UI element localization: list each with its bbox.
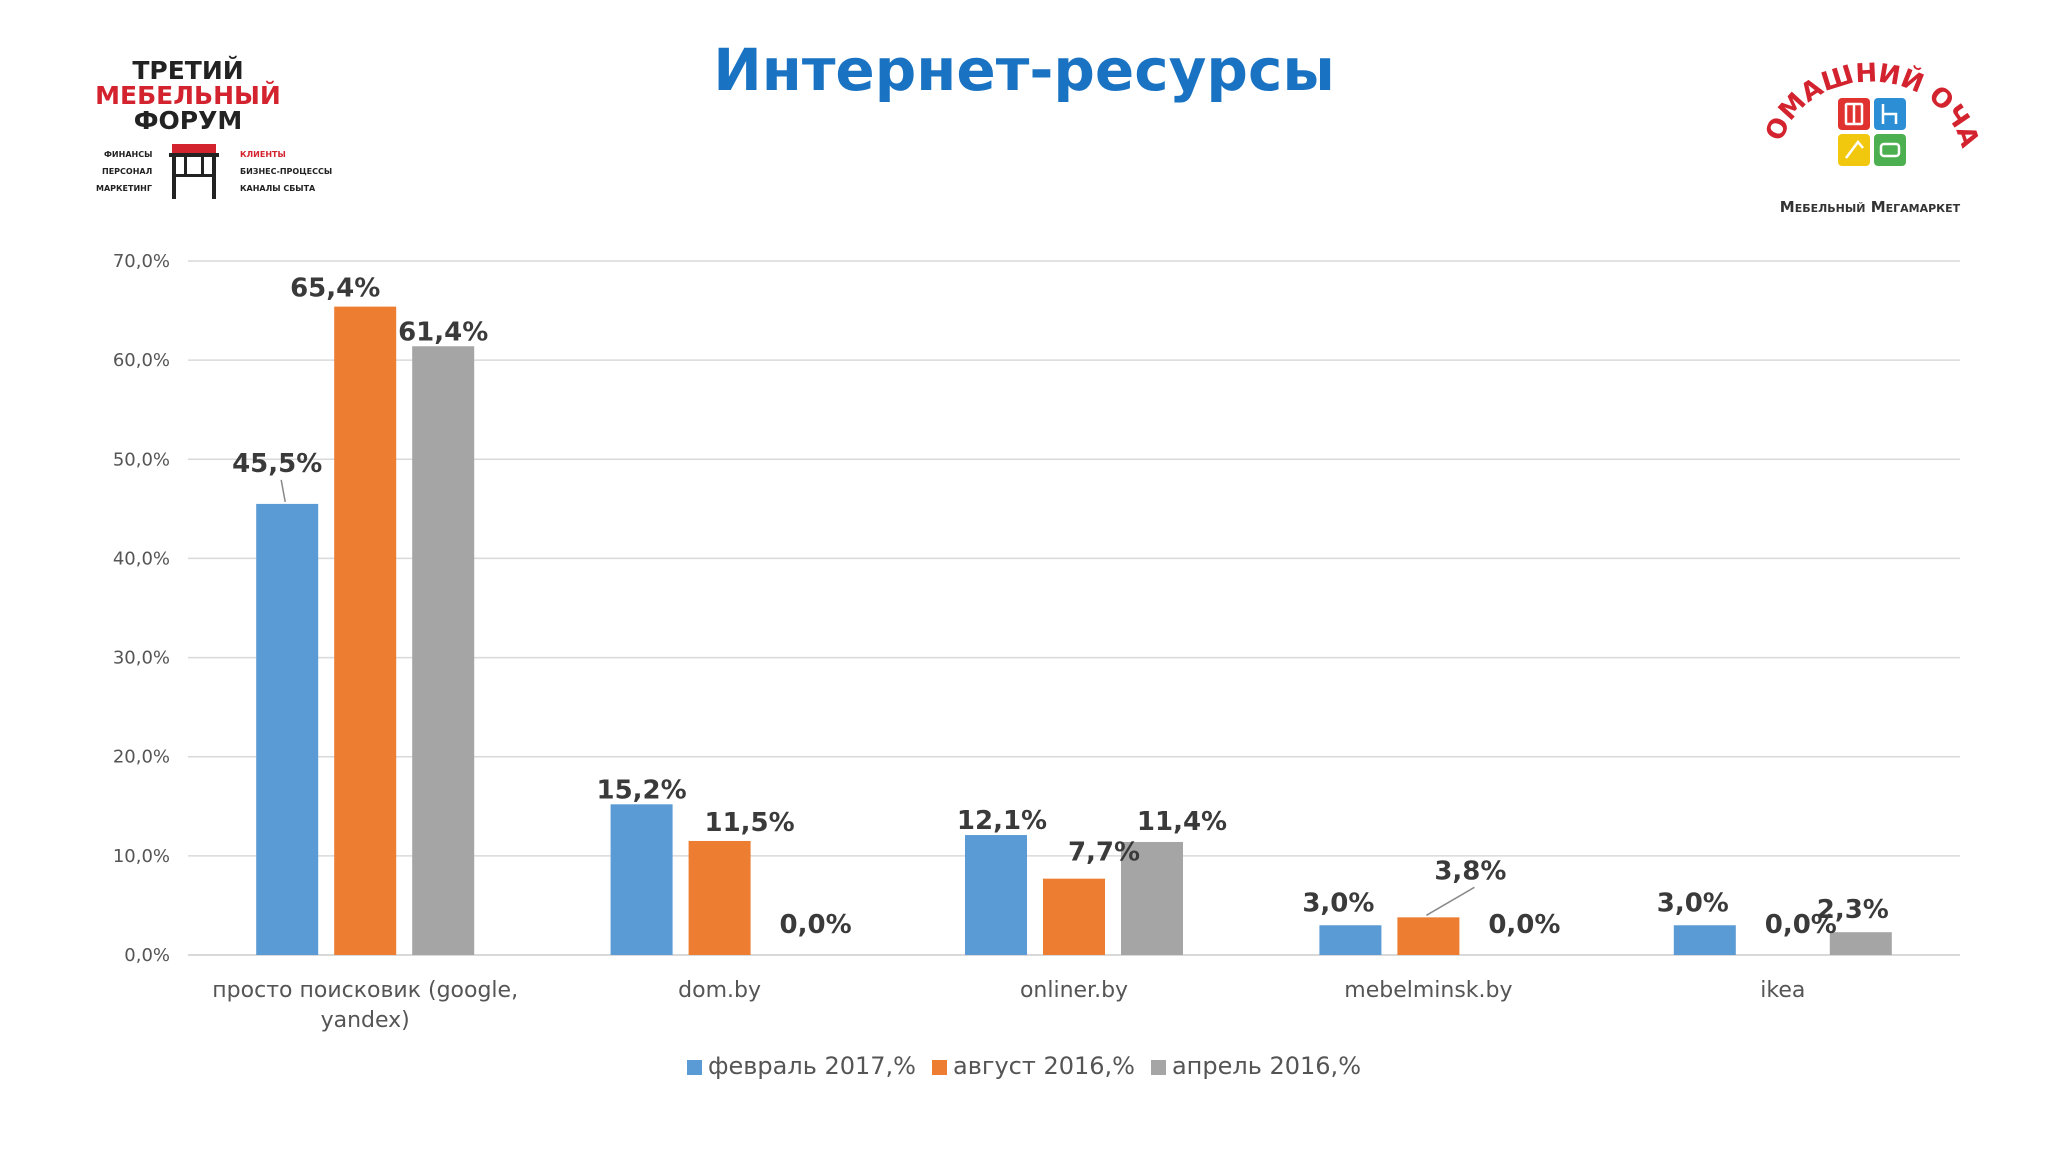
- y-tick-label: 50,0%: [113, 449, 170, 470]
- bar: [688, 840, 751, 955]
- bar: [610, 804, 673, 955]
- forum-left-item-3: МАРКЕТИНГ: [96, 184, 152, 193]
- data-label: 65,4%: [290, 274, 380, 304]
- y-tick-label: 10,0%: [113, 846, 170, 867]
- x-axis-categories: просто поисковик (google, yandex) dom.by on…: [212, 978, 1805, 1033]
- forum-left-item-1: ФИНАНСЫ: [104, 150, 153, 159]
- legend-item: апрель 2016,%: [1150, 1052, 1361, 1080]
- legend-label: апрель 2016,%: [1171, 1052, 1361, 1080]
- sofa-icon: [1874, 134, 1906, 166]
- category-label: onliner.by: [1020, 978, 1128, 1003]
- y-tick-label: 40,0%: [113, 548, 170, 569]
- bar: [1121, 841, 1183, 955]
- category-label: yandex): [321, 1008, 410, 1033]
- home-logo-subtitle: Мебельный Мегамаркет: [1779, 198, 1961, 216]
- forum-logo-line1: ТРЕТИЙ: [132, 56, 244, 85]
- forum-right-item-3: КАНАЛЫ СБЫТА: [240, 184, 316, 193]
- bar: [412, 346, 475, 956]
- data-label: 0,0%: [780, 910, 852, 940]
- category-label: просто поисковик (google,: [212, 978, 518, 1003]
- data-label: 61,4%: [398, 317, 488, 347]
- forum-logo-line2: МЕБЕЛЬНЫЙ: [95, 81, 281, 110]
- legend-item: август 2016,%: [931, 1052, 1135, 1080]
- data-label: 2,3%: [1817, 895, 1889, 925]
- data-label: 11,4%: [1137, 807, 1227, 837]
- forum-right-item-2: БИЗНЕС-ПРОЦЕССЫ: [240, 167, 333, 176]
- data-label: 0,0%: [1765, 910, 1837, 940]
- leader-line: [280, 479, 286, 503]
- data-label: 3,0%: [1657, 888, 1729, 918]
- chair-icon: [169, 144, 219, 199]
- data-label: 11,5%: [704, 808, 794, 838]
- bar: [256, 503, 319, 955]
- y-tick-label: 70,0%: [113, 251, 170, 272]
- bar: [1673, 925, 1736, 955]
- data-label: 12,1%: [957, 806, 1047, 836]
- legend-label: август 2016,%: [952, 1052, 1135, 1080]
- category-label: ikea: [1760, 978, 1805, 1003]
- slide-title: Интернет-ресурсы: [713, 36, 1335, 104]
- forum-logo: ТРЕТИЙ МЕБЕЛЬНЫЙ ФОРУМ ФИНАНСЫ ПЕРСОНАЛ …: [88, 58, 338, 208]
- forum-left-item-2: ПЕРСОНАЛ: [102, 167, 153, 176]
- category-label: mebelminsk.by: [1344, 978, 1512, 1003]
- data-label: 3,8%: [1434, 856, 1506, 886]
- bar: [1829, 932, 1892, 955]
- bar: [1319, 925, 1382, 955]
- data-labels: 45,5% 65,4% 61,4% 15,2% 11,5% 0,0% 12,1% 7,7%11…: [232, 274, 1889, 940]
- bar: [1043, 878, 1105, 955]
- data-label: 3,0%: [1302, 888, 1374, 918]
- legend-item: февраль 2017,%: [686, 1052, 916, 1080]
- data-label: 15,2%: [596, 775, 686, 805]
- legend-swatch: [931, 1060, 947, 1075]
- y-tick-label: 20,0%: [113, 747, 170, 768]
- forum-logo-line3: ФОРУМ: [133, 106, 243, 135]
- y-tick-label: 0,0%: [124, 945, 170, 966]
- y-tick-label: 30,0%: [113, 648, 170, 669]
- legend-swatch: [1150, 1060, 1166, 1075]
- bars: [256, 306, 1892, 956]
- y-tick-label: 60,0%: [113, 350, 170, 371]
- bar: [334, 306, 397, 955]
- forum-right-item-1: КЛИЕНТЫ: [240, 150, 286, 159]
- data-label: 7,7%: [1068, 838, 1140, 868]
- leader-line: [1426, 886, 1475, 916]
- bar: [965, 835, 1027, 955]
- chart-legend: февраль 2017,% август 2016,% апрель 2016,%: [0, 1052, 2048, 1080]
- data-label: 0,0%: [1488, 910, 1560, 940]
- bar: [1397, 917, 1460, 955]
- legend-swatch: [686, 1060, 702, 1075]
- legend-label: февраль 2017,%: [707, 1052, 916, 1080]
- y-axis-ticks: 0,0% 10,0% 20,0% 30,0% 40,0% 50,0% 60,0% 70,0%: [113, 251, 170, 966]
- category-label: dom.by: [678, 978, 761, 1003]
- data-label: 45,5%: [232, 449, 322, 479]
